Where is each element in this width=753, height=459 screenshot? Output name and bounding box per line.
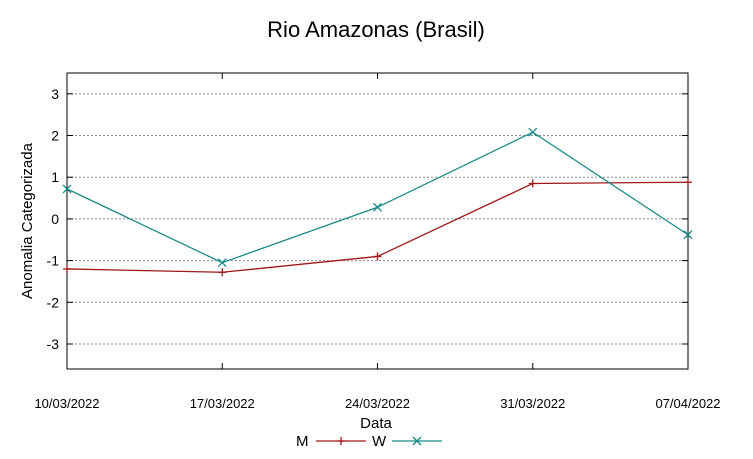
series-w-point (683, 230, 693, 240)
chart-title: Rio Amazonas (Brasil) (267, 17, 485, 42)
x-axis-label: Data (360, 415, 392, 432)
series-w-point (217, 258, 227, 268)
series-w-point (528, 127, 538, 137)
series-m (63, 178, 692, 277)
series-m-point (63, 264, 71, 273)
series-w-point (373, 202, 382, 212)
series-w (62, 127, 693, 268)
series-m-point (373, 252, 382, 261)
y-tick-label: 2 (51, 128, 59, 144)
y-tick-label: 0 (51, 211, 59, 227)
y-tick-label: 1 (51, 169, 59, 185)
y-axis-label: Anomalia Categorizada (19, 142, 36, 299)
y-tick-label: -2 (47, 294, 60, 310)
grid-lines (67, 93, 688, 345)
x-axis-ticks: 10/03/2022 17/03/2022 24/03/2022 31/03/2022… (34, 73, 721, 411)
y-tick-label: -3 (47, 336, 60, 352)
legend-marker-w (412, 436, 422, 446)
y-tick-label: -1 (47, 253, 60, 269)
plot-frame (66, 72, 689, 370)
series-w-line (66, 131, 689, 264)
y-axis-ticks: -3 -2 -1 0 1 2 3 (47, 86, 688, 352)
y-tick-label: 3 (51, 86, 59, 102)
series-w-point (62, 184, 72, 194)
legend-marker-m (337, 437, 345, 445)
x-tick-label: 31/03/2022 (500, 396, 565, 411)
data-series (62, 127, 693, 277)
series-m-point (528, 179, 537, 188)
x-tick-label: 24/03/2022 (345, 396, 410, 411)
series-m-point (684, 178, 692, 187)
x-tick-label: 17/03/2022 (190, 396, 255, 411)
legend-label-m: M (296, 433, 309, 450)
x-tick-label: 07/04/2022 (655, 396, 720, 411)
x-tick-label: 10/03/2022 (34, 396, 99, 411)
series-m-point (218, 268, 227, 277)
legend-label-w: W (372, 433, 387, 450)
